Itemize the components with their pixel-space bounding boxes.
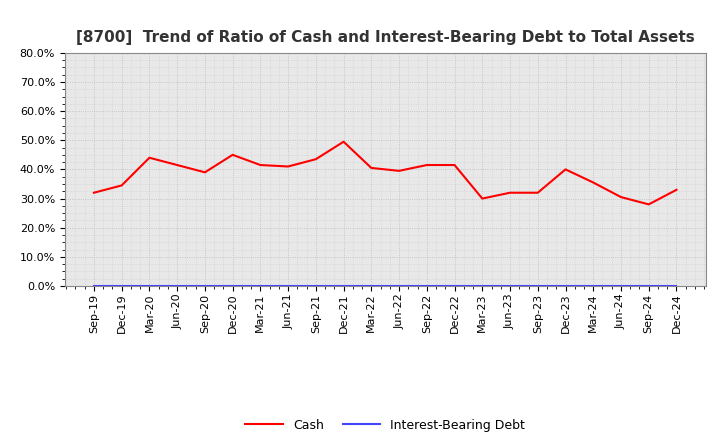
Cash — [505, 190, 514, 195]
Cash — [256, 162, 265, 168]
Interest-Bearing Debt — [312, 283, 320, 289]
Interest-Bearing Debt — [561, 283, 570, 289]
Interest-Bearing Debt — [395, 283, 403, 289]
Cash — [450, 162, 459, 168]
Cash — [534, 190, 542, 195]
Cash — [89, 190, 98, 195]
Cash — [616, 194, 625, 200]
Interest-Bearing Debt — [505, 283, 514, 289]
Cash — [561, 167, 570, 172]
Interest-Bearing Debt — [173, 283, 181, 289]
Interest-Bearing Debt — [589, 283, 598, 289]
Legend: Cash, Interest-Bearing Debt: Cash, Interest-Bearing Debt — [240, 414, 530, 436]
Interest-Bearing Debt — [616, 283, 625, 289]
Cash — [423, 162, 431, 168]
Cash — [672, 187, 681, 192]
Interest-Bearing Debt — [367, 283, 376, 289]
Interest-Bearing Debt — [117, 283, 126, 289]
Cash — [644, 202, 653, 207]
Cash — [367, 165, 376, 171]
Interest-Bearing Debt — [201, 283, 210, 289]
Cash — [312, 157, 320, 162]
Interest-Bearing Debt — [145, 283, 154, 289]
Interest-Bearing Debt — [339, 283, 348, 289]
Cash — [478, 196, 487, 201]
Cash — [284, 164, 292, 169]
Interest-Bearing Debt — [534, 283, 542, 289]
Interest-Bearing Debt — [284, 283, 292, 289]
Cash — [589, 180, 598, 185]
Cash — [117, 183, 126, 188]
Interest-Bearing Debt — [672, 283, 681, 289]
Interest-Bearing Debt — [423, 283, 431, 289]
Line: Cash: Cash — [94, 142, 677, 204]
Interest-Bearing Debt — [89, 283, 98, 289]
Interest-Bearing Debt — [450, 283, 459, 289]
Interest-Bearing Debt — [228, 283, 237, 289]
Cash — [395, 168, 403, 173]
Interest-Bearing Debt — [644, 283, 653, 289]
Cash — [173, 162, 181, 168]
Title: [8700]  Trend of Ratio of Cash and Interest-Bearing Debt to Total Assets: [8700] Trend of Ratio of Cash and Intere… — [76, 29, 695, 45]
Cash — [201, 170, 210, 175]
Cash — [228, 152, 237, 158]
Interest-Bearing Debt — [256, 283, 265, 289]
Interest-Bearing Debt — [478, 283, 487, 289]
Cash — [145, 155, 154, 161]
Cash — [339, 139, 348, 144]
